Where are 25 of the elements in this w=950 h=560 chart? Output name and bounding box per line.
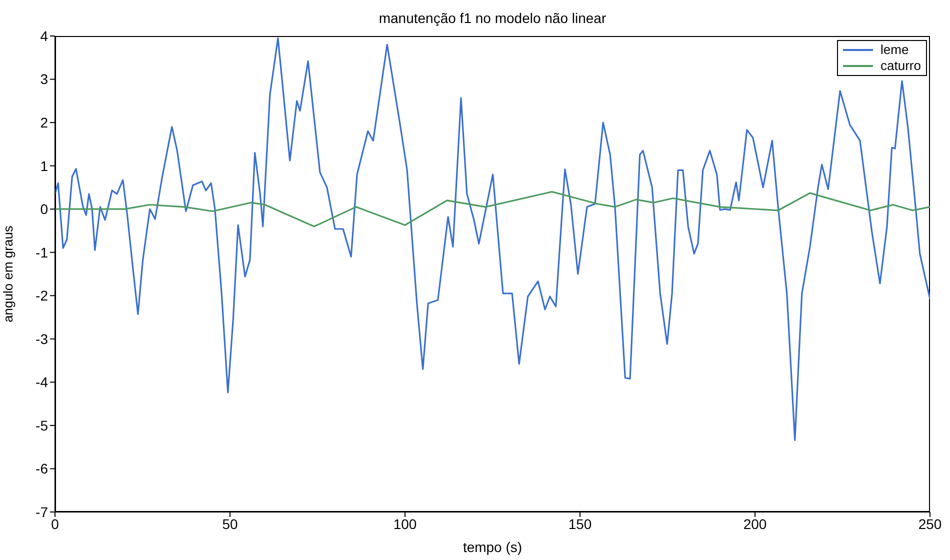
y-tick-label: 4 xyxy=(40,28,48,44)
x-tick-label: 0 xyxy=(51,516,60,532)
y-tick-label: -7 xyxy=(36,504,48,520)
y-tick-label: 1 xyxy=(40,158,48,174)
x-axis-title: tempo (s) xyxy=(462,539,522,555)
line-series xyxy=(55,37,930,441)
y-tick-label: 0 xyxy=(40,201,48,218)
y-tick-label: -3 xyxy=(36,330,48,347)
chart-title: manutenção f1 no modelo não linear xyxy=(378,10,608,26)
legend-label: caturro xyxy=(880,58,921,74)
y-tick-label: -2 xyxy=(36,288,48,304)
y-tick-label: -5 xyxy=(36,417,48,434)
y-tick-label: -1 xyxy=(36,244,48,260)
y-axis-title: angulo em graus xyxy=(0,225,16,322)
x-tick-label: 100 xyxy=(393,516,417,532)
legend-label: leme xyxy=(880,42,909,58)
y-tick-label: 3 xyxy=(40,71,48,88)
x-tick-label: 250 xyxy=(918,516,942,532)
x-tick-label: 200 xyxy=(743,516,767,532)
y-tick-label: 2 xyxy=(40,114,48,131)
line-series xyxy=(55,190,930,228)
x-tick-label: 150 xyxy=(568,516,592,532)
y-tick-label: -4 xyxy=(36,374,48,390)
x-tick-label: 50 xyxy=(222,516,238,532)
y-tick-label: -6 xyxy=(36,460,48,477)
